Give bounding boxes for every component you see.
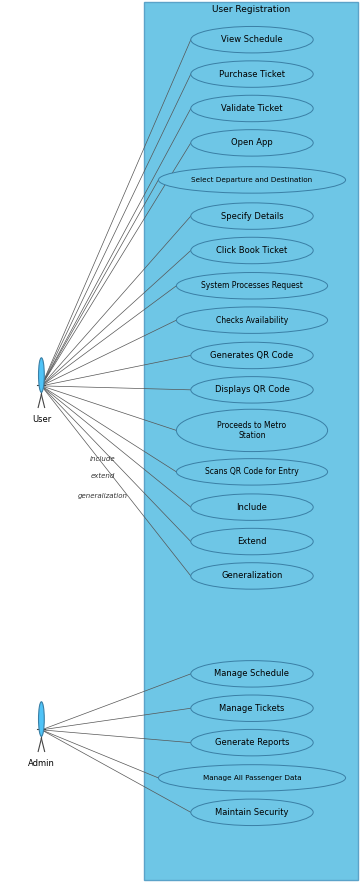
Text: Select Departure and Destination: Select Departure and Destination [192, 177, 312, 183]
Ellipse shape [191, 203, 313, 229]
Ellipse shape [191, 494, 313, 520]
Text: Displays QR Code: Displays QR Code [215, 385, 289, 394]
Text: Maintain Security: Maintain Security [215, 808, 289, 817]
Ellipse shape [191, 26, 313, 53]
Ellipse shape [191, 563, 313, 589]
Ellipse shape [191, 130, 313, 156]
Text: Purchase Ticket: Purchase Ticket [219, 70, 285, 78]
Ellipse shape [158, 765, 346, 791]
Ellipse shape [191, 237, 313, 264]
Text: Manage Tickets: Manage Tickets [219, 704, 285, 713]
Text: Generates QR Code: Generates QR Code [210, 351, 294, 360]
Text: User: User [32, 415, 51, 423]
Text: Admin: Admin [28, 759, 55, 767]
Text: Proceeds to Metro
Station: Proceeds to Metro Station [217, 421, 287, 440]
FancyBboxPatch shape [144, 2, 358, 880]
Ellipse shape [191, 661, 313, 687]
Ellipse shape [176, 307, 328, 333]
Text: Open App: Open App [231, 138, 273, 147]
Text: User Registration: User Registration [212, 5, 290, 14]
Ellipse shape [158, 167, 346, 193]
Text: Generalization: Generalization [221, 572, 283, 580]
Text: Specify Details: Specify Details [221, 212, 283, 220]
Text: Extend: Extend [237, 537, 267, 546]
Ellipse shape [191, 377, 313, 403]
Ellipse shape [191, 799, 313, 826]
Ellipse shape [39, 702, 44, 736]
Text: Manage Schedule: Manage Schedule [215, 669, 289, 678]
Text: Click Book Ticket: Click Book Ticket [216, 246, 288, 255]
Text: Generate Reports: Generate Reports [215, 738, 289, 747]
Ellipse shape [191, 342, 313, 369]
Ellipse shape [191, 528, 313, 555]
Ellipse shape [176, 409, 328, 452]
Ellipse shape [176, 273, 328, 299]
Text: Checks Availability: Checks Availability [216, 316, 288, 325]
Text: Validate Ticket: Validate Ticket [221, 104, 283, 113]
Text: Manage All Passenger Data: Manage All Passenger Data [203, 775, 301, 781]
Ellipse shape [191, 95, 313, 122]
Ellipse shape [191, 729, 313, 756]
Text: generalization: generalization [78, 493, 127, 498]
Text: Include: Include [237, 503, 267, 512]
Text: Scans QR Code for Entry: Scans QR Code for Entry [205, 467, 299, 476]
Ellipse shape [176, 459, 328, 485]
Ellipse shape [191, 695, 313, 721]
Ellipse shape [191, 61, 313, 87]
Text: include: include [90, 456, 116, 461]
Text: extend: extend [90, 474, 115, 479]
Text: View Schedule: View Schedule [221, 35, 283, 44]
Text: System Processes Request: System Processes Request [201, 281, 303, 290]
Ellipse shape [39, 358, 44, 392]
